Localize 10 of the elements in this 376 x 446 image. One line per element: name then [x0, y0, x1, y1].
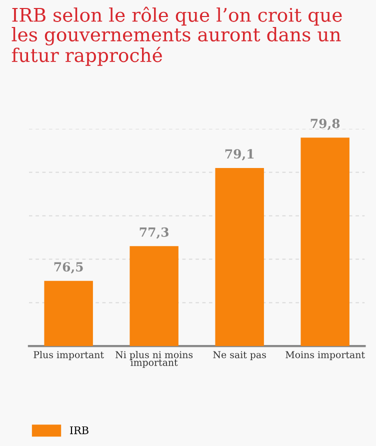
- x-tick-label: Moins important: [286, 351, 365, 360]
- data-label: 77,3: [140, 227, 169, 239]
- data-label: 79,8: [310, 118, 340, 130]
- chart-title: IRB selon le rôle que l’on croit que les gouvernements auront dans un futur rapproché: [12, 6, 342, 66]
- data-label: 76,5: [54, 262, 83, 274]
- legend-label: IRB: [70, 426, 88, 434]
- x-tick-label: Ne sait pas: [213, 351, 266, 360]
- x-tick-label: Plus important: [34, 350, 104, 360]
- data-label: 79,1: [225, 149, 254, 161]
- x-tick-label: Ni plus ni moins important: [116, 350, 193, 368]
